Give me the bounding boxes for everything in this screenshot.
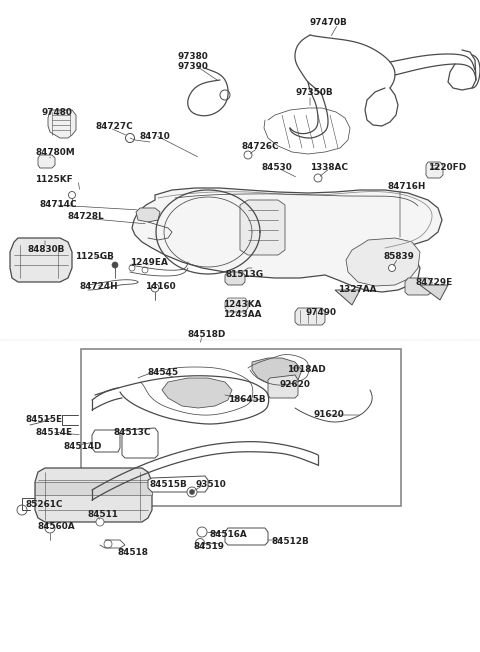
Circle shape [129, 265, 135, 271]
Text: 81513G: 81513G [225, 270, 263, 279]
Text: 14160: 14160 [145, 282, 176, 291]
Circle shape [388, 265, 396, 271]
Circle shape [244, 151, 252, 159]
Circle shape [112, 262, 118, 268]
Text: 84515E: 84515E [25, 415, 62, 424]
Polygon shape [335, 290, 360, 305]
Text: 97380: 97380 [178, 52, 209, 61]
Circle shape [197, 527, 207, 537]
Circle shape [220, 90, 230, 100]
Polygon shape [225, 298, 248, 312]
Text: 84729E: 84729E [415, 278, 452, 287]
Text: 84727C: 84727C [95, 122, 133, 131]
Text: 84780M: 84780M [35, 148, 75, 157]
Text: 84724H: 84724H [80, 282, 119, 291]
Text: 84514E: 84514E [35, 428, 72, 437]
Text: 97490: 97490 [305, 308, 336, 317]
Text: 84518: 84518 [118, 548, 149, 557]
Circle shape [104, 540, 112, 548]
Text: 84716H: 84716H [388, 182, 426, 191]
Circle shape [187, 487, 197, 497]
Circle shape [314, 174, 322, 182]
Polygon shape [136, 208, 160, 222]
Polygon shape [225, 528, 268, 545]
Text: 1327AA: 1327AA [338, 285, 376, 294]
Text: 91620: 91620 [313, 410, 344, 419]
Text: 85839: 85839 [383, 252, 414, 261]
FancyBboxPatch shape [81, 349, 401, 506]
Circle shape [69, 192, 75, 198]
Text: 1125KF: 1125KF [35, 175, 73, 184]
Polygon shape [268, 375, 298, 398]
Text: 1125GB: 1125GB [75, 252, 114, 261]
Circle shape [96, 518, 104, 526]
Polygon shape [252, 358, 302, 384]
Polygon shape [48, 110, 76, 138]
Circle shape [142, 267, 148, 273]
Text: 97470B: 97470B [310, 18, 348, 27]
Text: 84545: 84545 [148, 368, 179, 377]
Text: 97390: 97390 [178, 62, 209, 71]
Polygon shape [35, 468, 152, 522]
Text: 1249EA: 1249EA [130, 258, 168, 267]
Text: 92620: 92620 [279, 380, 310, 389]
Text: 1018AD: 1018AD [287, 365, 326, 374]
Text: 84516A: 84516A [210, 530, 248, 539]
Text: 1220FD: 1220FD [428, 163, 466, 172]
Text: 84710: 84710 [140, 132, 171, 141]
Circle shape [17, 505, 27, 515]
Circle shape [190, 490, 194, 494]
Polygon shape [92, 430, 120, 452]
Text: 18645B: 18645B [228, 395, 265, 404]
Text: 84560A: 84560A [38, 522, 76, 531]
Polygon shape [405, 278, 432, 295]
Text: 1243KA: 1243KA [223, 300, 262, 309]
Text: 84515B: 84515B [150, 480, 188, 489]
Polygon shape [162, 378, 232, 408]
Polygon shape [132, 188, 442, 292]
Polygon shape [295, 308, 325, 325]
Polygon shape [38, 155, 55, 168]
Circle shape [195, 539, 204, 548]
Circle shape [125, 134, 134, 143]
Text: 1243AA: 1243AA [223, 310, 262, 319]
Polygon shape [122, 428, 158, 458]
Circle shape [151, 284, 159, 292]
Text: 84511: 84511 [87, 510, 118, 519]
Polygon shape [225, 272, 245, 285]
Polygon shape [426, 162, 443, 178]
Circle shape [45, 523, 55, 533]
Text: 97350B: 97350B [296, 88, 334, 97]
Text: 84513C: 84513C [113, 428, 151, 437]
Polygon shape [420, 285, 448, 300]
Polygon shape [240, 200, 285, 255]
Text: 84714C: 84714C [40, 200, 78, 209]
Polygon shape [148, 476, 208, 492]
Text: 93510: 93510 [195, 480, 226, 489]
Text: 84530: 84530 [262, 163, 293, 172]
Text: 84518D: 84518D [188, 330, 227, 339]
Text: 97480: 97480 [42, 108, 73, 117]
Text: 84726C: 84726C [242, 142, 280, 151]
Polygon shape [346, 238, 420, 286]
Text: 1338AC: 1338AC [310, 163, 348, 172]
Text: 84514D: 84514D [63, 442, 101, 451]
Text: 84519: 84519 [193, 542, 224, 551]
Polygon shape [35, 482, 152, 495]
Text: 84830B: 84830B [28, 245, 65, 254]
Text: 84512B: 84512B [272, 537, 310, 546]
Text: 84728L: 84728L [67, 212, 104, 221]
Text: 85261C: 85261C [25, 500, 62, 509]
Polygon shape [10, 238, 72, 282]
